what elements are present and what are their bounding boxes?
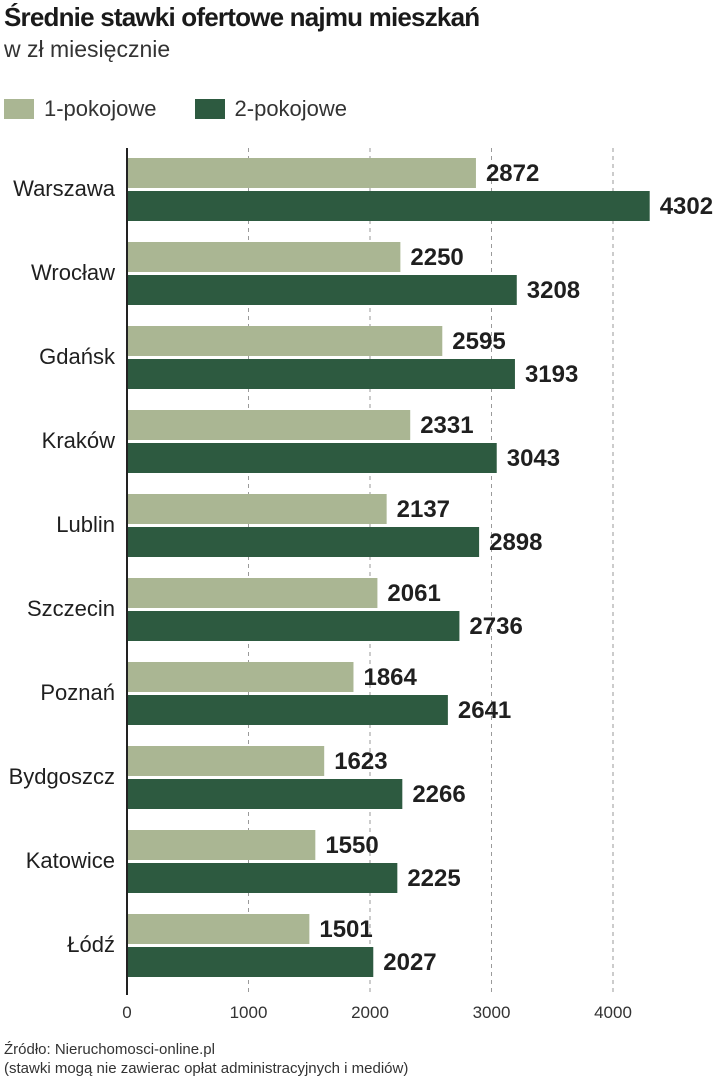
x-tick-label-1000: 1000 (230, 1003, 268, 1022)
bar-poznań-series-2 (127, 695, 448, 725)
bar-wrocław-series-1 (127, 242, 401, 272)
data-label-bydgoszcz-series-1: 1623 (334, 748, 387, 775)
bar-lublin-series-2 (127, 527, 480, 557)
category-label-katowice: Katowice (26, 848, 115, 873)
data-label-warszawa-series-2: 4302 (660, 193, 713, 220)
chart-subtitle: w zł miesięcznie (4, 36, 171, 62)
data-label-wrocław-series-2: 3208 (527, 277, 580, 304)
category-label-gdańsk: Gdańsk (39, 344, 116, 369)
x-tick-label-0: 0 (122, 1003, 131, 1022)
data-label-katowice-series-2: 2225 (407, 865, 460, 892)
category-label-bydgoszcz: Bydgoszcz (9, 764, 115, 789)
legend-swatch-1-pokojowe (4, 99, 34, 119)
bar-lublin-series-1 (127, 494, 387, 524)
data-label-gdańsk-series-1: 2595 (452, 328, 505, 355)
footer: Źródło: Nieruchomosci-online.pl (stawki … (4, 1040, 408, 1078)
category-label-lublin: Lublin (56, 512, 115, 537)
chart-title: Średnie stawki ofertowe najmu mieszkań (4, 2, 480, 32)
category-label-warszawa: Warszawa (13, 176, 116, 201)
bar-kraków-series-1 (127, 410, 411, 440)
data-label-kraków-series-2: 3043 (507, 445, 560, 472)
x-tick-label-3000: 3000 (473, 1003, 511, 1022)
bar-wrocław-series-2 (127, 275, 517, 305)
bar-warszawa-series-1 (127, 158, 476, 188)
data-label-gdańsk-series-2: 3193 (525, 361, 578, 388)
data-label-wrocław-series-1: 2250 (410, 244, 463, 271)
legend-label-1-pokojowe: 1-pokojowe (44, 96, 157, 121)
bar-kraków-series-2 (127, 443, 497, 473)
legend-swatch-2-pokojowe (194, 99, 225, 119)
x-tick-label-2000: 2000 (351, 1003, 389, 1022)
data-label-warszawa-series-1: 2872 (486, 160, 539, 187)
bar-bydgoszcz-series-2 (127, 779, 403, 809)
data-label-katowice-series-1: 1550 (325, 832, 378, 859)
legend-item-2-pokojowe: 2-pokojowe (194, 96, 348, 122)
data-label-poznań-series-1: 1864 (363, 664, 417, 691)
bar-gdańsk-series-2 (127, 359, 515, 389)
disclaimer-note: (stawki mogą nie zawierac opłat administ… (4, 1060, 409, 1077)
data-label-bydgoszcz-series-2: 2266 (412, 781, 465, 808)
data-label-szczecin-series-2: 2736 (469, 613, 522, 640)
data-label-łódź-series-2: 2027 (383, 949, 436, 976)
bar-katowice-series-2 (127, 863, 398, 893)
source-note: Źródło: Nieruchomosci-online.pl (4, 1041, 215, 1058)
bar-szczecin-series-1 (127, 578, 378, 608)
bar-łódź-series-1 (127, 914, 310, 944)
data-label-łódź-series-1: 1501 (319, 916, 372, 943)
bar-łódź-series-2 (127, 947, 374, 977)
category-label-łódź: Łódź (67, 932, 115, 957)
legend-label-2-pokojowe: 2-pokojowe (234, 96, 348, 121)
category-label-wrocław: Wrocław (31, 260, 115, 285)
data-label-lublin-series-1: 2137 (397, 496, 450, 523)
bar-bydgoszcz-series-1 (127, 746, 325, 776)
data-label-kraków-series-1: 2331 (420, 412, 473, 439)
bar-szczecin-series-2 (127, 611, 460, 641)
legend-item-1-pokojowe: 1-pokojowe (4, 96, 157, 122)
category-label-szczecin: Szczecin (27, 596, 115, 621)
data-label-lublin-series-2: 2898 (489, 529, 542, 556)
data-label-poznań-series-2: 2641 (458, 697, 511, 724)
category-label-kraków: Kraków (42, 428, 115, 453)
category-label-poznań: Poznań (40, 680, 115, 705)
legend: 1-pokojowe 2-pokojowe (4, 96, 385, 122)
bar-katowice-series-1 (127, 830, 316, 860)
bar-gdańsk-series-1 (127, 326, 443, 356)
data-label-szczecin-series-1: 2061 (387, 580, 440, 607)
bar-warszawa-series-2 (127, 191, 650, 221)
bar-poznań-series-1 (127, 662, 354, 692)
x-tick-label-4000: 4000 (594, 1003, 632, 1022)
